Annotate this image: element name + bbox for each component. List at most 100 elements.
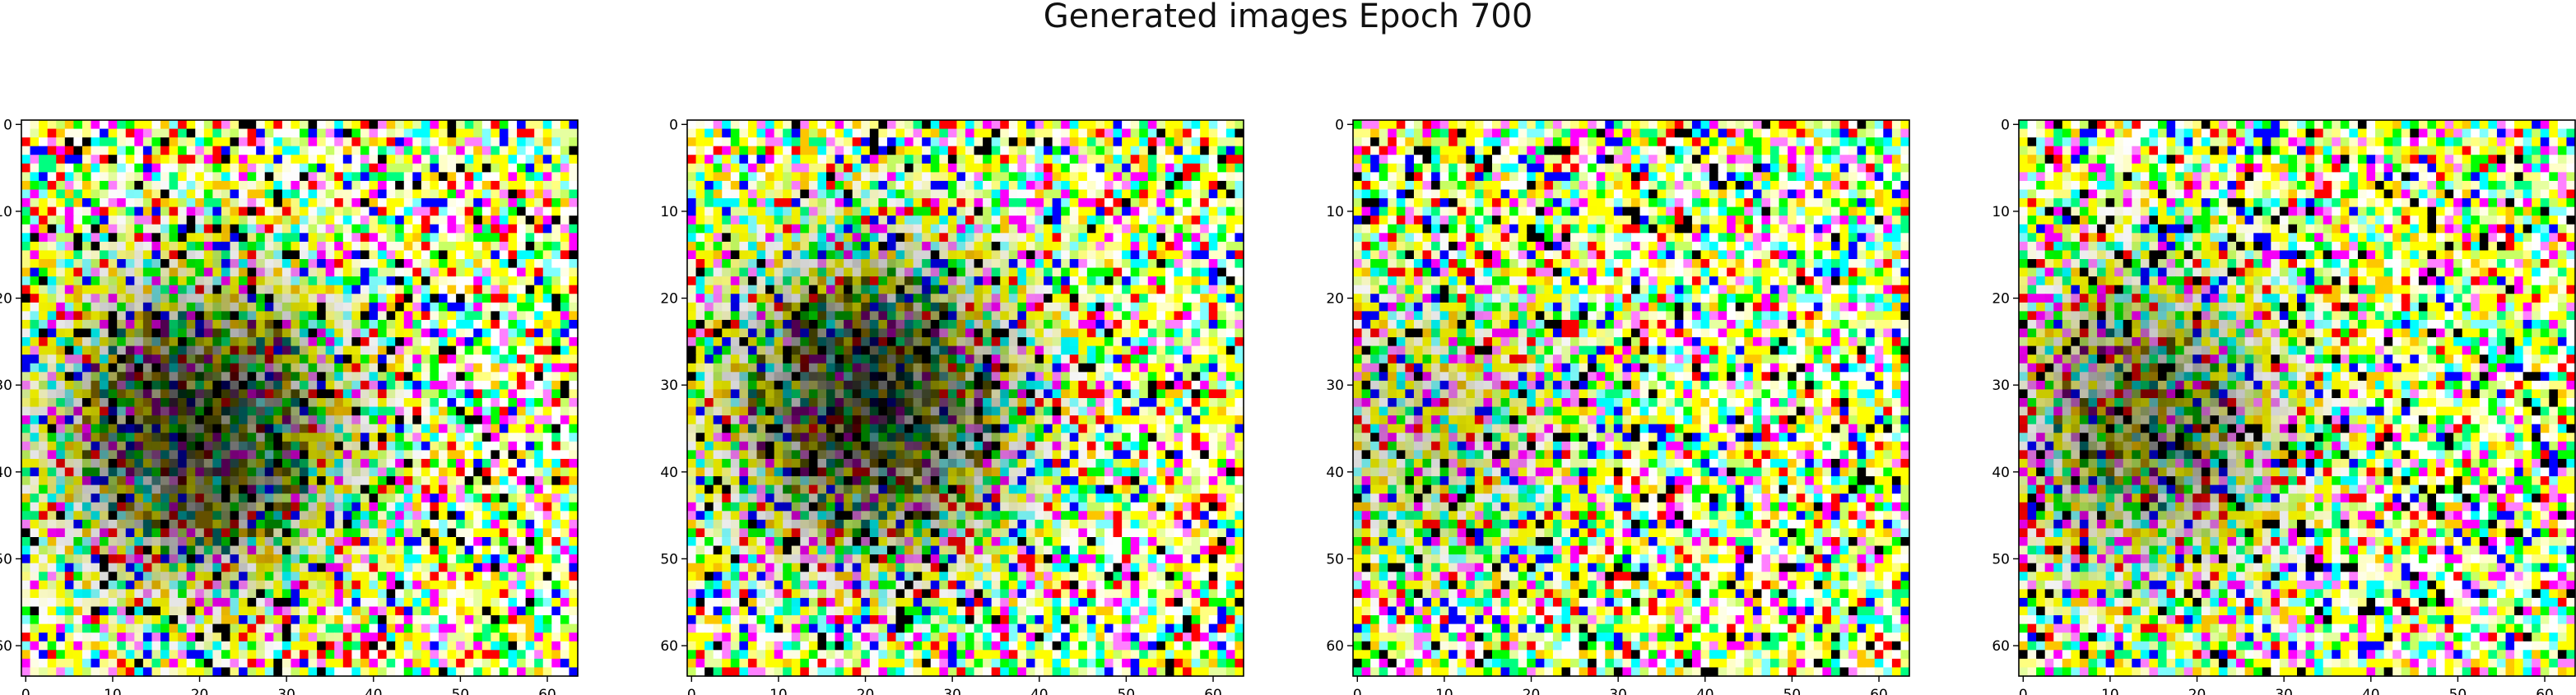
pixel — [403, 267, 413, 277]
pixel — [395, 337, 405, 347]
pixel — [756, 224, 766, 234]
pixel — [403, 259, 413, 269]
pixel — [739, 224, 749, 234]
pixel — [534, 294, 544, 303]
pixel — [325, 511, 335, 521]
pixel — [64, 484, 74, 494]
pixel — [473, 146, 483, 155]
pixel — [1095, 189, 1105, 199]
pixel — [300, 623, 309, 633]
pixel — [151, 215, 161, 225]
pixel — [430, 519, 439, 530]
pixel — [369, 554, 379, 564]
pixel — [125, 224, 135, 234]
pixel — [774, 224, 783, 234]
pixel — [1183, 215, 1193, 225]
pixel — [378, 172, 388, 182]
pixel — [291, 294, 300, 303]
pixel — [221, 415, 231, 425]
pixel — [151, 128, 161, 138]
pixel — [378, 302, 388, 312]
pixel — [412, 623, 422, 633]
pixel — [134, 372, 144, 382]
pixel — [342, 519, 352, 530]
pixel — [456, 398, 466, 408]
pixel — [412, 180, 422, 191]
pixel — [473, 163, 483, 173]
pixel — [534, 267, 544, 277]
pixel — [300, 267, 309, 277]
pixel — [186, 424, 196, 433]
pixel — [861, 224, 871, 234]
pixel — [81, 319, 92, 330]
pixel — [456, 441, 466, 451]
pixel — [108, 233, 118, 243]
pixel — [91, 163, 100, 173]
pixel — [100, 623, 109, 633]
pixel — [247, 380, 257, 391]
pixel — [108, 511, 118, 521]
pixel — [447, 294, 457, 303]
pixel — [1061, 163, 1071, 173]
pixel — [221, 511, 231, 521]
pixel — [117, 519, 127, 530]
pixel — [551, 345, 561, 355]
pixel — [81, 224, 92, 234]
pixel — [517, 415, 527, 425]
pixel — [930, 155, 940, 164]
pixel — [30, 137, 40, 147]
pixel — [534, 615, 544, 625]
pixel — [491, 233, 500, 243]
pixel — [835, 206, 844, 216]
pixel — [464, 328, 474, 338]
pixel — [1156, 206, 1166, 216]
pixel — [195, 163, 205, 173]
pixel — [134, 146, 144, 155]
pixel — [1122, 163, 1132, 173]
pixel — [473, 372, 483, 382]
pixel — [403, 650, 413, 660]
pixel — [783, 120, 793, 130]
pixel — [30, 319, 40, 330]
pixel — [878, 146, 888, 155]
pixel — [560, 215, 570, 225]
pixel — [73, 285, 83, 294]
pixel — [930, 233, 940, 243]
pixel — [334, 180, 344, 191]
pixel — [264, 267, 274, 277]
pixel — [342, 259, 352, 269]
pixel — [108, 155, 118, 164]
pixel — [91, 180, 100, 191]
pixel — [447, 155, 457, 164]
pixel — [913, 180, 923, 191]
pixel — [491, 224, 500, 234]
pixel — [430, 285, 439, 294]
pixel — [91, 415, 100, 425]
pixel — [142, 233, 153, 243]
pixel — [473, 537, 483, 547]
pixel — [783, 180, 793, 191]
pixel — [247, 658, 257, 669]
pixel — [360, 398, 370, 408]
pixel — [412, 146, 422, 155]
pixel — [360, 163, 370, 173]
pixel — [160, 519, 170, 530]
pixel — [447, 241, 457, 252]
y-tick-label: 30 — [0, 378, 12, 394]
pixel — [412, 319, 422, 330]
pixel — [203, 589, 213, 599]
pixel — [517, 198, 527, 208]
pixel — [291, 537, 300, 547]
pixel — [100, 198, 109, 208]
pixel — [1235, 120, 1244, 130]
pixel — [1235, 215, 1244, 225]
pixel — [456, 172, 466, 182]
pixel — [464, 285, 474, 294]
pixel — [342, 189, 352, 199]
pixel — [39, 120, 49, 130]
pixel — [221, 294, 231, 303]
pixel — [378, 380, 388, 391]
pixel — [91, 545, 100, 555]
pixel — [247, 424, 257, 433]
pixel — [386, 528, 396, 538]
